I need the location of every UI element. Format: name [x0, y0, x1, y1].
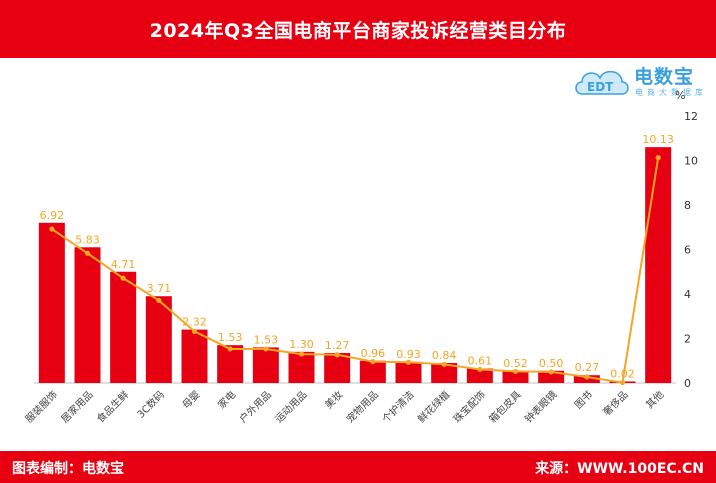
x-tick-label: 户外用品 — [236, 388, 273, 425]
y-tick-label: 6 — [684, 244, 691, 257]
bar — [359, 360, 386, 383]
x-tick-label: 鲜花绿植 — [415, 388, 452, 425]
bar — [466, 368, 493, 383]
value-label: 1.27 — [325, 339, 350, 352]
chart-header: 2024年Q3全国电商平台商家投诉经营类目分布 — [0, 0, 716, 58]
trend-line-group — [49, 155, 661, 386]
value-label: 4.71 — [111, 258, 136, 271]
value-label: 0.50 — [539, 357, 564, 370]
value-label: 5.83 — [75, 233, 100, 246]
trend-point — [655, 155, 661, 161]
trend-point — [191, 328, 198, 334]
trend-point — [548, 369, 554, 375]
y-tick-label: 4 — [684, 288, 691, 301]
bar-chart: % 0 2 4 6 8 10 12 6.92 5.83 4.71 3.71 2.32 1.53 1.53… — [22, 89, 698, 425]
bar — [145, 296, 172, 383]
x-tick-label: 3C数码 — [134, 388, 167, 421]
value-label: 2.32 — [182, 316, 207, 329]
y-tick-label: 10 — [684, 155, 698, 168]
bar — [252, 347, 279, 383]
logo-brand: 电数宝 — [634, 66, 695, 88]
trend-point — [512, 368, 519, 375]
cloud-logo-icon: EDT — [575, 70, 629, 95]
x-tick-label: 钟表眼镜 — [522, 388, 559, 425]
trend-point — [405, 359, 412, 365]
value-label: 1.53 — [254, 333, 279, 346]
x-tick-label: 其他 — [643, 388, 666, 411]
bar — [110, 271, 137, 383]
y-axis-unit-label: % — [675, 89, 685, 102]
x-tick-label: 奢侈品 — [600, 388, 630, 418]
y-tick-label: 0 — [684, 377, 691, 390]
x-tick-label: 宠物用品 — [343, 388, 380, 425]
bars-group — [38, 147, 672, 383]
y-tick-label: 12 — [684, 110, 698, 123]
trend-point — [370, 359, 376, 365]
bar — [324, 352, 351, 383]
bar — [431, 362, 458, 383]
value-label: 0.52 — [503, 357, 528, 370]
bar — [38, 222, 65, 383]
y-axis: 0 2 4 6 8 10 12 — [34, 110, 698, 390]
value-label: 0.96 — [361, 347, 386, 360]
trend-point — [156, 297, 162, 304]
x-tick-label: 运动用品 — [273, 389, 310, 426]
x-tick-label: 服装服饰 — [22, 388, 59, 425]
x-tick-label: 家电 — [215, 388, 238, 411]
trend-point — [49, 226, 55, 232]
x-tick-label: 美妆 — [322, 388, 345, 411]
bar — [288, 351, 315, 383]
x-axis: 服装服饰 居家用品 食品生鲜 3C数码 母婴 家电 户外用品 运动用品 美妆 宠物用品 个护清洁 鲜花… — [22, 388, 666, 425]
footer-source: 来源：WWW.100EC.CN — [535, 461, 704, 477]
value-label: 0.84 — [432, 349, 457, 362]
bar — [538, 370, 565, 383]
x-tick-label: 箱包皮具 — [486, 388, 523, 425]
trend-point — [584, 374, 590, 380]
x-tick-label: 珠宝配饰 — [450, 388, 487, 425]
bar — [74, 247, 101, 383]
trend-point — [227, 346, 233, 352]
chart-footer: 图表编制：电数宝 来源：WWW.100EC.CN — [0, 451, 716, 483]
logo-icon-text: EDT — [587, 80, 614, 94]
value-label: 0.27 — [575, 361, 600, 374]
x-tick-label: 居家用品 — [58, 388, 95, 425]
bar — [395, 361, 422, 383]
value-label: 0.93 — [396, 348, 421, 361]
trend-point — [619, 379, 626, 386]
x-tick-label: 图书 — [572, 389, 595, 412]
value-label: 1.53 — [218, 331, 243, 344]
trend-point — [84, 250, 91, 256]
logo-subtitle: 电商大数据库 — [635, 88, 707, 97]
value-labels-group: 6.92 5.83 4.71 3.71 2.32 1.53 1.53 1.30 1.27 0.96… — [40, 133, 674, 380]
trend-point — [334, 352, 340, 358]
bar — [645, 147, 672, 383]
value-label: 1.30 — [289, 338, 314, 351]
trend-line — [51, 157, 660, 384]
trend-point — [477, 366, 483, 373]
x-tick-label: 母婴 — [180, 389, 203, 412]
logo: EDT 电数宝 电商大数据库 — [572, 60, 712, 100]
chart-title: 2024年Q3全国电商平台商家投诉经营类目分布 — [149, 19, 567, 42]
value-label: 0.61 — [468, 355, 493, 368]
x-tick-label: 食品生鲜 — [94, 388, 131, 425]
trend-point — [441, 361, 447, 367]
value-label: 0.02 — [610, 367, 635, 380]
trend-point — [298, 351, 305, 357]
footer-credit: 图表编制：电数宝 — [12, 461, 124, 477]
y-tick-label: 2 — [684, 333, 691, 346]
value-label: 10.13 — [642, 133, 674, 146]
bar — [181, 329, 208, 383]
value-label: 6.92 — [40, 209, 65, 222]
y-tick-label: 8 — [684, 199, 691, 212]
value-label: 3.71 — [147, 282, 172, 295]
x-tick-label: 个护清洁 — [379, 388, 416, 425]
bar — [502, 370, 529, 383]
trend-point — [263, 346, 269, 352]
trend-point — [120, 275, 126, 281]
